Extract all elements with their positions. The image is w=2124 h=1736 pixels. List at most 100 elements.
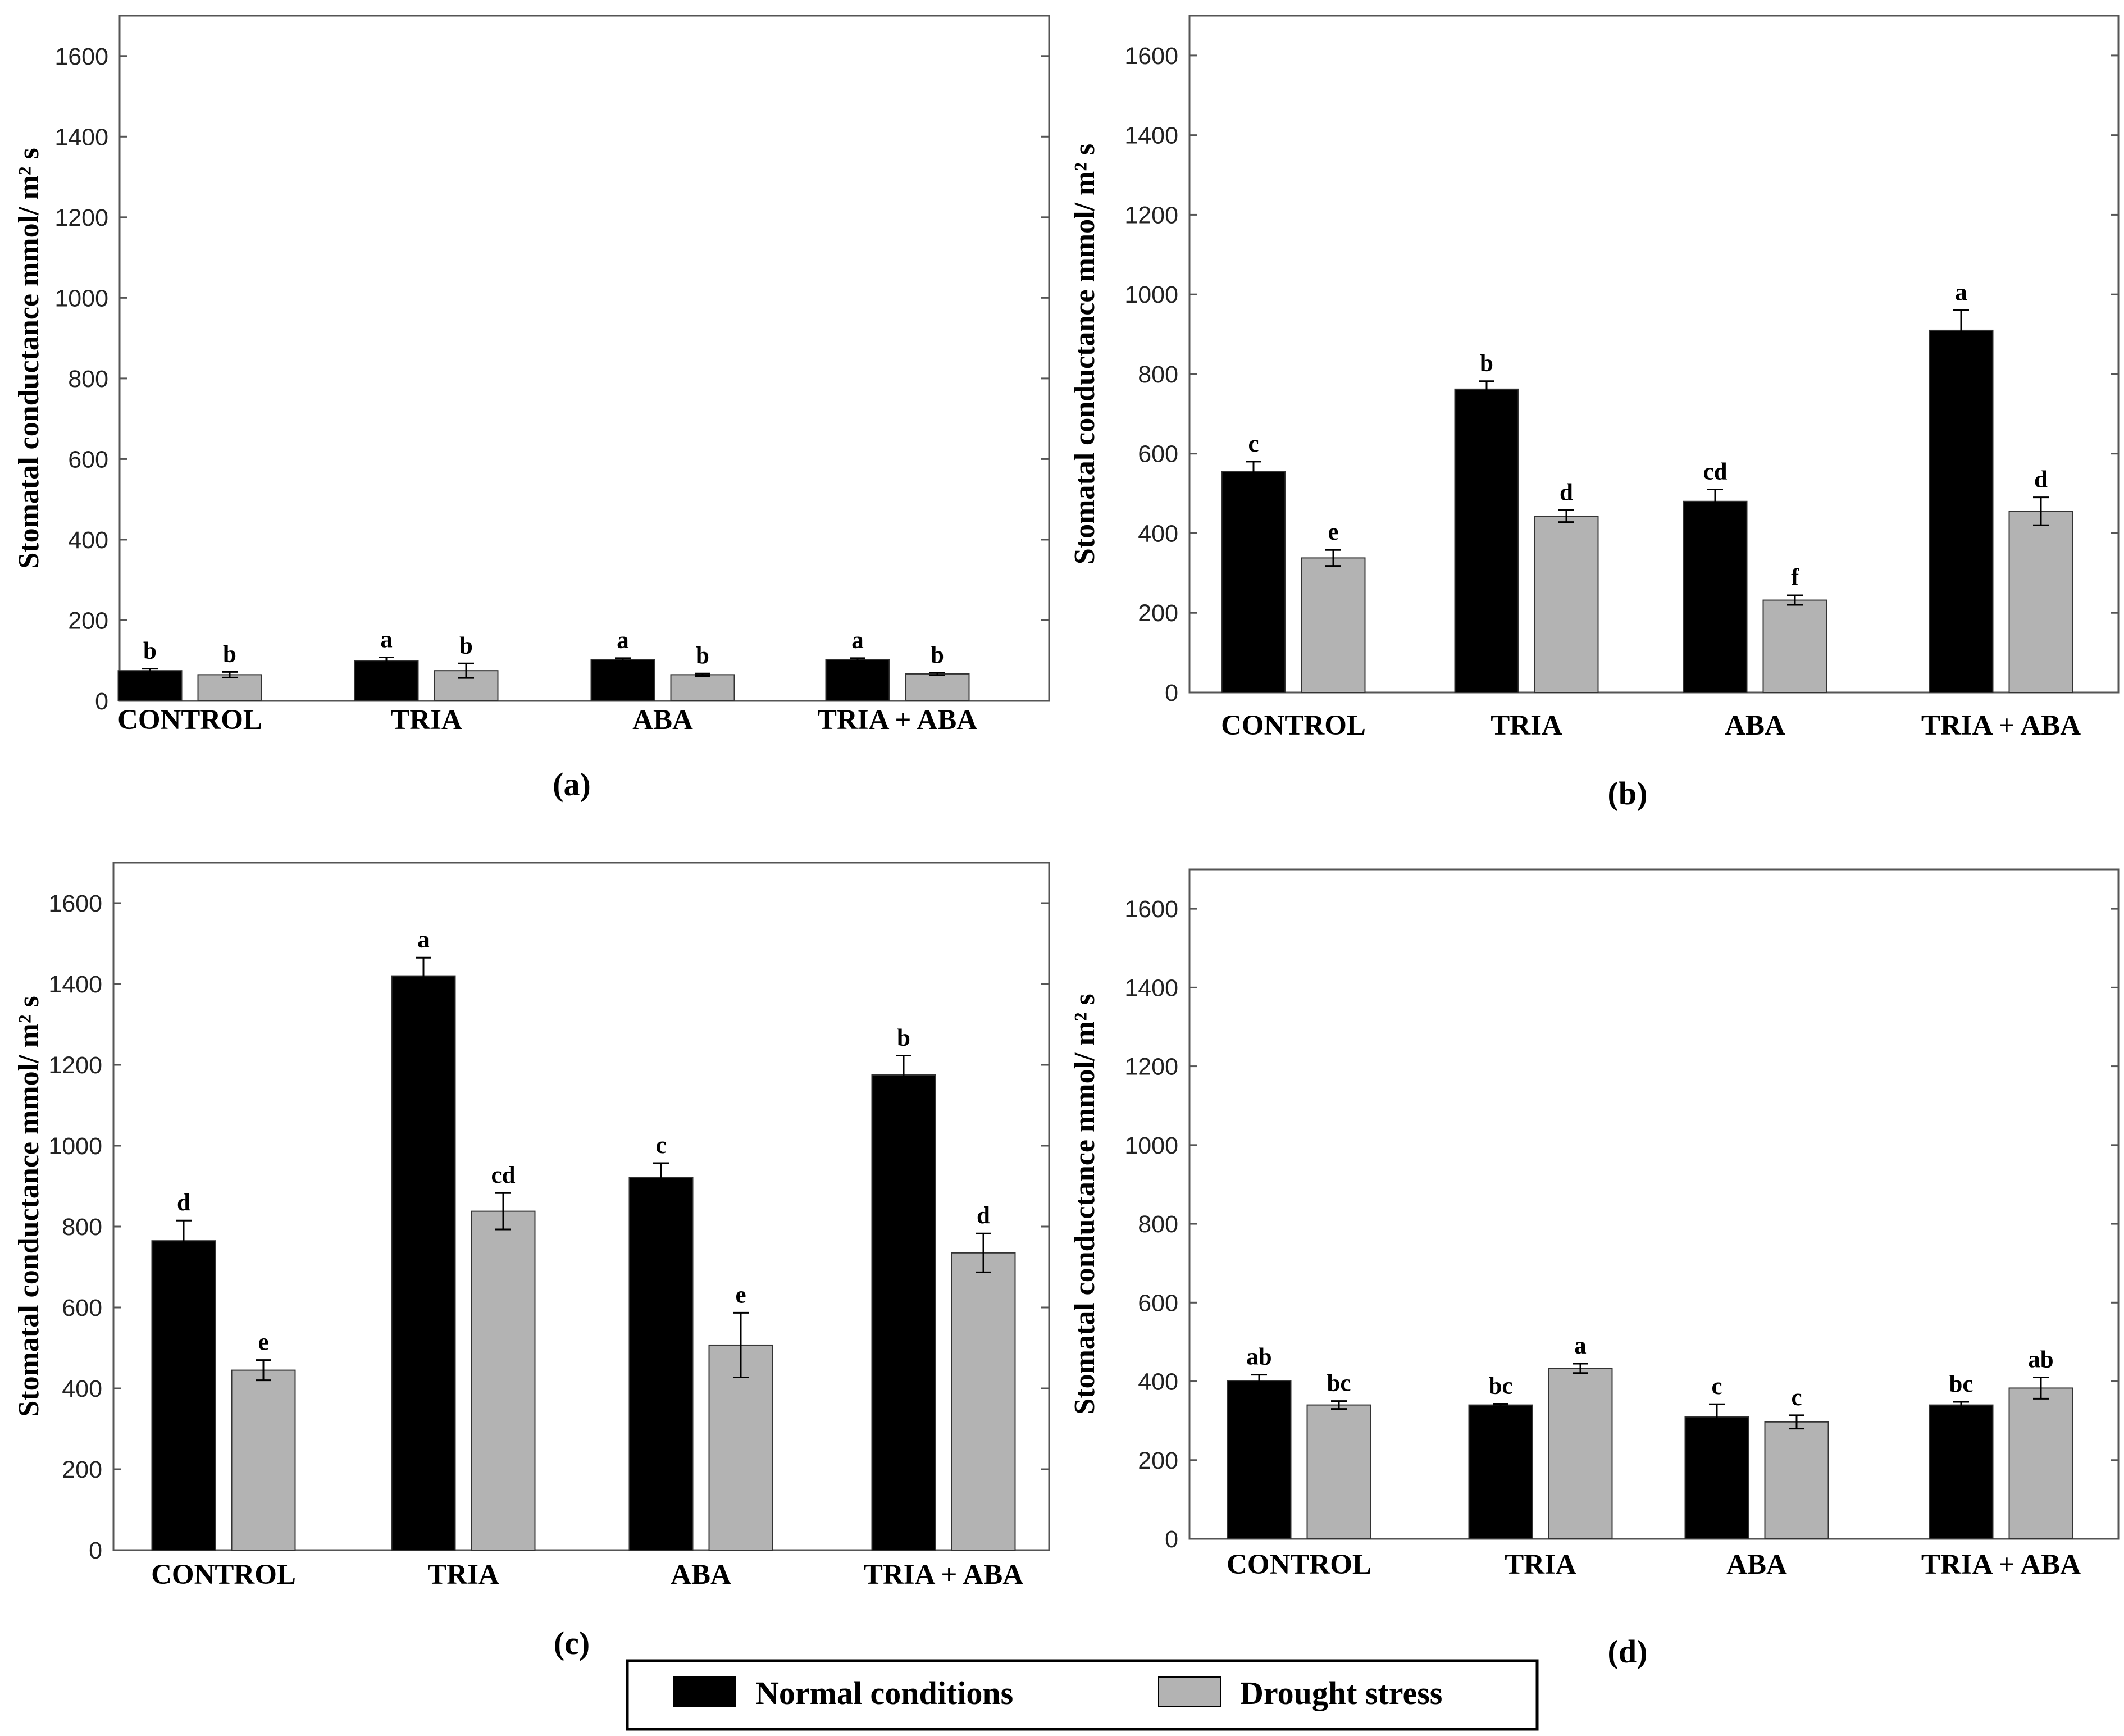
y-tick-label: 1600	[54, 43, 108, 70]
plot-frame	[112, 862, 1050, 1551]
chart-panel-1: 0 200 400 600 800 1000 1200 1400 1600 Stomatal co…	[13, 15, 1050, 803]
bar-normal-control	[151, 1240, 216, 1551]
legend-label-normal: Normal conditions	[755, 1675, 1013, 1711]
bar-normal-tria	[391, 975, 456, 1551]
chart-panels: 0 200 400 600 800 1000 1200 1400 1600 Stomatal co…	[13, 15, 2120, 1670]
significance-letter: b	[143, 638, 157, 664]
y-tick-label: 200	[1138, 600, 1178, 627]
x-category-label: ABA	[632, 704, 693, 736]
chart-panel-2: 0 200 400 600 800 1000 1200 1400 1600 Stomatal co…	[1069, 15, 2120, 812]
y-axis-title: Stomatal conductance mmol/ m² s	[1069, 144, 1101, 564]
panel-label: (c)	[554, 1625, 590, 1661]
bar-normal-tria	[354, 660, 419, 702]
legend-label-drought: Drought stress	[1240, 1675, 1442, 1711]
bar-drought-control	[1306, 1404, 1371, 1540]
significance-letter: b	[931, 642, 944, 668]
significance-letter: e	[735, 1282, 746, 1308]
significance-letter: b	[1480, 350, 1493, 377]
x-category-label: CONTROL	[151, 1559, 296, 1591]
bar-drought-aba	[670, 674, 735, 701]
y-axis-title: Stomatal conductance mmol/ m² s	[13, 996, 45, 1416]
y-tick-label: 1200	[54, 204, 108, 231]
y-tick-label: 1400	[48, 971, 102, 998]
bar-drought-control	[197, 674, 262, 701]
significance-letter: d	[177, 1190, 190, 1216]
y-tick-label: 1400	[1124, 974, 1178, 1001]
y-tick-label: 1000	[1124, 281, 1178, 308]
y-tick-label: 400	[1138, 1369, 1178, 1396]
x-category-label: CONTROL	[1221, 710, 1366, 741]
significance-letter: d	[2034, 467, 2048, 493]
y-axis-title: Stomatal conductance mmol/ m² s	[1069, 994, 1101, 1414]
significance-letter: b	[223, 641, 236, 667]
significance-letter: c	[1711, 1373, 1722, 1400]
panel-label: (a)	[553, 766, 591, 803]
legend-swatch-normal	[673, 1676, 736, 1707]
y-tick-label: 200	[1138, 1447, 1178, 1474]
y-tick-label: 1200	[1124, 202, 1178, 229]
plot-frame	[1188, 868, 2120, 1540]
bar-drought-tria-aba	[905, 673, 970, 701]
x-category-label: TRIA	[390, 704, 462, 736]
y-tick-label: 600	[68, 446, 108, 473]
y-axis-title: Stomatal conductance mmol/ m² s	[13, 148, 45, 568]
significance-letter: c	[1248, 431, 1259, 457]
bar-normal-aba	[628, 1177, 694, 1551]
x-category-label: ABA	[1726, 1549, 1787, 1580]
y-tick-label: 800	[68, 366, 108, 393]
significance-letter: e	[258, 1329, 268, 1356]
bar-normal-control	[1221, 471, 1286, 694]
x-category-label: CONTROL	[1227, 1549, 1371, 1580]
y-tick-label: 600	[1138, 441, 1178, 468]
bar-drought-tria-aba	[951, 1252, 1016, 1551]
significance-letter: ab	[2028, 1347, 2053, 1373]
significance-letter: ab	[1246, 1344, 1271, 1370]
x-category-label: TRIA + ABA	[1921, 1549, 2081, 1580]
bar-drought-aba	[708, 1344, 773, 1551]
bar-normal-aba	[1683, 500, 1748, 693]
y-tick-label: 1600	[1124, 43, 1178, 70]
significance-letter: bc	[1489, 1373, 1513, 1399]
significance-letter: b	[897, 1024, 910, 1051]
x-category-label: TRIA	[427, 1559, 499, 1591]
x-category-label: ABA	[1725, 710, 1785, 741]
bar-normal-aba	[590, 659, 655, 702]
significance-letter: f	[1791, 564, 1799, 591]
significance-letter: a	[851, 627, 864, 654]
y-tick-label: 600	[62, 1295, 102, 1322]
significance-letter: a	[1955, 280, 1967, 306]
bar-drought-tria	[1548, 1368, 1613, 1540]
y-tick-label: 1400	[1124, 122, 1178, 149]
bar-normal-tria-aba	[1929, 1404, 1994, 1540]
plot-frame	[118, 15, 1050, 702]
bar-drought-control	[1301, 557, 1366, 694]
y-tick-label: 800	[1138, 361, 1178, 388]
y-tick-label: 1000	[54, 285, 108, 312]
y-tick-label: 400	[62, 1375, 102, 1402]
significance-letter: b	[696, 643, 709, 669]
x-category-label: TRIA + ABA	[864, 1559, 1023, 1591]
x-category-label: TRIA + ABA	[818, 704, 977, 736]
y-tick-label: 200	[62, 1456, 102, 1483]
y-tick-label: 1000	[48, 1133, 102, 1160]
x-category-label: TRIA	[1491, 710, 1562, 741]
y-tick-label: 600	[1138, 1290, 1178, 1316]
significance-letter: b	[459, 632, 473, 659]
bar-normal-control	[117, 670, 183, 702]
chart-panel-3: 0 200 400 600 800 1000 1200 1400 1600 Stomatal co…	[13, 862, 1050, 1661]
legend-box	[626, 1659, 1539, 1731]
bar-normal-tria	[1454, 388, 1519, 693]
y-tick-label: 400	[1138, 520, 1178, 547]
legend-swatch-drought	[1158, 1676, 1221, 1707]
bar-normal-aba	[1684, 1416, 1749, 1539]
significance-letter: cd	[491, 1162, 516, 1188]
y-tick-label: 200	[68, 607, 108, 634]
y-tick-label: 1200	[48, 1052, 102, 1079]
chart-panel-4: 0 200 400 600 800 1000 1200 1400 1600 Stomatal co…	[1069, 868, 2120, 1670]
y-tick-label: 0	[1165, 1526, 1178, 1553]
significance-letter: bc	[1327, 1370, 1351, 1397]
y-tick-label: 800	[62, 1214, 102, 1241]
y-tick-label: 1200	[1124, 1054, 1178, 1081]
y-tick-label: 0	[89, 1537, 102, 1564]
